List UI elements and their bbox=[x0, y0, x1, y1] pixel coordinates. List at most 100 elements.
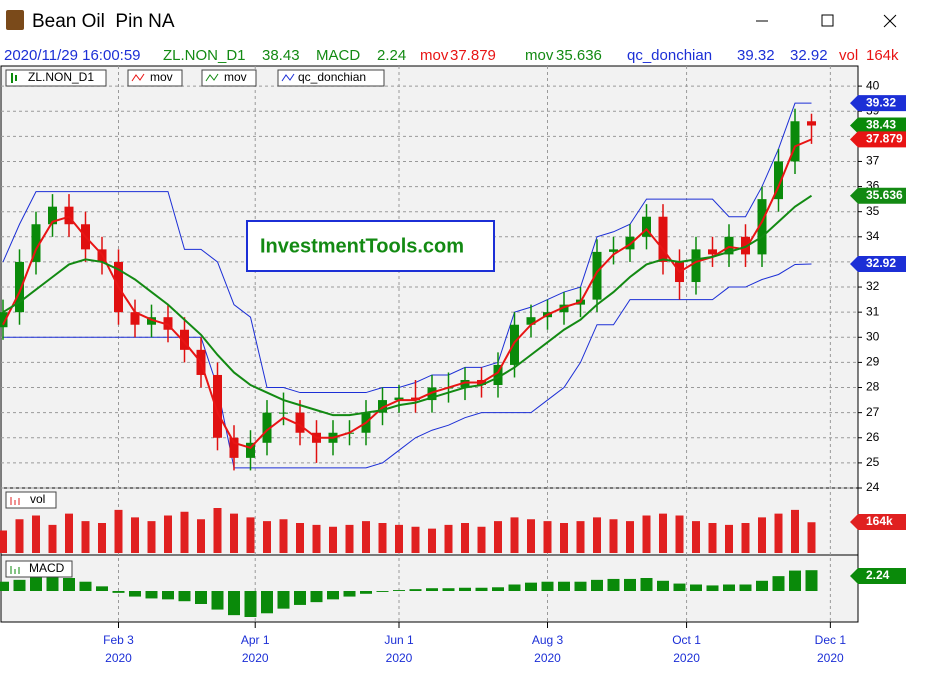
volume-bar bbox=[362, 521, 370, 553]
candle-body bbox=[757, 199, 767, 255]
x-tick-year: 2020 bbox=[386, 651, 413, 665]
macd-bar bbox=[376, 591, 389, 592]
macd-bar bbox=[145, 591, 158, 599]
macd-bar bbox=[475, 587, 488, 591]
macd-bar bbox=[360, 591, 372, 594]
volume-bar bbox=[675, 515, 684, 553]
candle-body bbox=[394, 397, 404, 401]
x-tick-label: Oct 1 bbox=[672, 633, 701, 647]
candle-body bbox=[592, 251, 602, 300]
maximize-button[interactable] bbox=[821, 14, 834, 27]
macd-bar bbox=[508, 584, 521, 591]
volume-bar bbox=[527, 519, 535, 553]
macd-bar bbox=[690, 584, 702, 591]
macd-bar bbox=[63, 578, 75, 591]
macd-bar bbox=[558, 581, 570, 591]
legend-box bbox=[5, 69, 107, 87]
volume-bar bbox=[692, 521, 700, 553]
volume-bar bbox=[774, 513, 783, 553]
candle-body bbox=[559, 304, 569, 313]
candle-body bbox=[0, 312, 8, 328]
macd-bar bbox=[211, 591, 224, 610]
volume-bar bbox=[642, 515, 651, 553]
macd-name: MACD bbox=[316, 47, 360, 64]
watermark-box bbox=[246, 220, 495, 272]
macd-bar bbox=[277, 591, 290, 609]
volume-bar bbox=[461, 523, 469, 553]
mov-value: 35.636 bbox=[556, 47, 602, 64]
x-tick-year: 2020 bbox=[817, 651, 844, 665]
candle-body bbox=[64, 206, 74, 225]
macd-bar bbox=[805, 570, 818, 591]
legend-label: mov bbox=[150, 70, 173, 84]
mov-tag-bg bbox=[850, 131, 906, 148]
candle-body bbox=[774, 161, 783, 200]
candle-body bbox=[708, 249, 717, 255]
macd-tag: 2.24 bbox=[866, 568, 890, 582]
y-tick-label: 35 bbox=[866, 204, 880, 218]
y-tick-label: 29 bbox=[866, 355, 880, 369]
candle-body bbox=[790, 121, 800, 162]
x-tick-label: Apr 1 bbox=[241, 633, 270, 647]
volume-bar bbox=[296, 523, 304, 553]
candle-body bbox=[295, 412, 305, 433]
candle-body bbox=[229, 437, 239, 458]
macd-bar bbox=[409, 589, 422, 591]
macd-bar bbox=[723, 584, 735, 591]
macd-bar bbox=[640, 578, 653, 591]
candle-body bbox=[510, 324, 519, 365]
volume-bar bbox=[213, 508, 222, 553]
candle-body bbox=[163, 317, 173, 330]
legend-label: qc_donchian bbox=[298, 70, 366, 84]
donchian-upper: 39.32 bbox=[737, 47, 775, 64]
x-tick-label: Aug 3 bbox=[532, 633, 564, 647]
y-tick-label: 31 bbox=[866, 304, 880, 318]
candle-body bbox=[213, 374, 222, 438]
mov-name: mov bbox=[525, 47, 554, 64]
close-button[interactable] bbox=[883, 14, 897, 28]
legend-box bbox=[127, 69, 183, 87]
macd-bar bbox=[607, 578, 620, 591]
candle-body bbox=[807, 121, 816, 126]
volume-bar bbox=[494, 521, 502, 553]
volume-bar bbox=[246, 517, 255, 553]
candle-body bbox=[691, 249, 701, 283]
donchian-lower: 32.92 bbox=[790, 47, 828, 64]
pane-label: MACD bbox=[29, 561, 65, 575]
volume-bar bbox=[131, 517, 139, 553]
volume-bar bbox=[329, 526, 337, 553]
legend-icon bbox=[281, 73, 295, 82]
x-tick-year: 2020 bbox=[242, 651, 269, 665]
macd-bar bbox=[112, 591, 125, 593]
legend-icon bbox=[11, 73, 17, 83]
volume-bar bbox=[312, 524, 321, 553]
window-title: Bean Oil Pin NA bbox=[32, 11, 175, 32]
macd-bar bbox=[96, 586, 108, 591]
close-tag-bg bbox=[850, 117, 906, 134]
macd-bar bbox=[706, 585, 719, 591]
volume-bar bbox=[378, 523, 387, 553]
volume-bar bbox=[560, 523, 568, 553]
y-tick-label: 28 bbox=[866, 380, 880, 394]
candle-body bbox=[31, 224, 41, 262]
volume-bar bbox=[98, 523, 106, 553]
mov-tag: 35.636 bbox=[866, 188, 903, 202]
macd-value: 2.24 bbox=[377, 47, 406, 64]
volume-bar bbox=[758, 517, 766, 553]
candle-body bbox=[411, 397, 420, 401]
candle-body bbox=[741, 236, 750, 255]
legend-box bbox=[277, 69, 385, 87]
candle-body bbox=[48, 206, 57, 225]
donchian-lower bbox=[3, 263, 812, 469]
volume-bar bbox=[791, 509, 799, 553]
candle-body bbox=[246, 442, 255, 458]
macd-bar bbox=[673, 583, 686, 591]
macd-tag-bg bbox=[850, 568, 906, 584]
macd-bar bbox=[591, 579, 603, 591]
volume-bar bbox=[345, 524, 354, 553]
donchian-name: qc_donchian bbox=[627, 47, 712, 64]
volume-bar bbox=[626, 521, 634, 553]
volume-bar bbox=[741, 523, 750, 553]
